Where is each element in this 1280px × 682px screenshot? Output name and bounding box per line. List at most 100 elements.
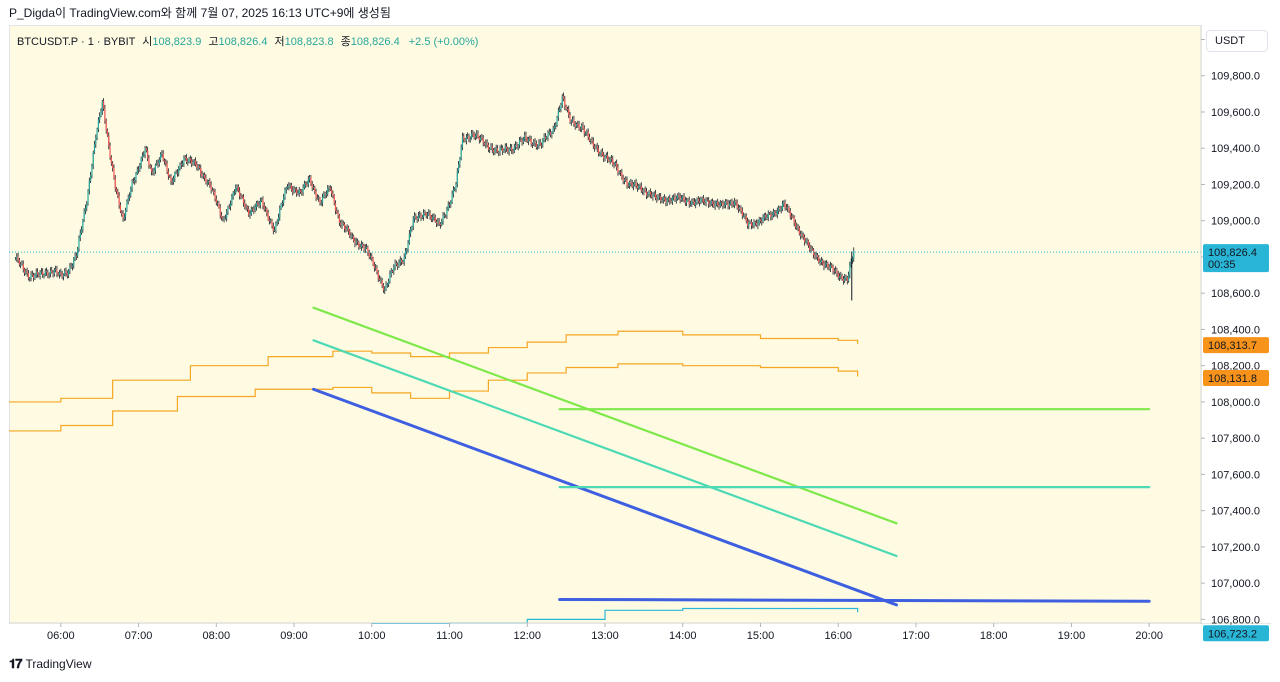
candle-body — [794, 222, 797, 228]
candle-body — [96, 129, 98, 138]
candle-body — [261, 199, 263, 201]
candle-body — [504, 146, 506, 151]
candle-body — [299, 189, 302, 192]
candle-body — [336, 210, 338, 213]
orange-upper-tag: 108,313.7 — [1208, 340, 1257, 352]
candle-body — [113, 168, 115, 179]
candle-body — [362, 244, 364, 246]
candle-body — [689, 204, 692, 205]
candle-body — [144, 148, 146, 155]
candle-body — [772, 211, 775, 216]
candle-body — [684, 200, 686, 203]
candle-body — [131, 181, 133, 189]
symbol-name[interactable]: BTCUSDT.P · 1 · BYBIT — [17, 36, 136, 48]
candle-body — [121, 211, 123, 214]
candle-body — [400, 259, 403, 263]
candle-body — [325, 193, 328, 196]
candle-body — [802, 234, 804, 238]
candle-body — [345, 229, 347, 230]
candle-body — [22, 263, 24, 270]
candles-layer — [14, 92, 855, 301]
candle-body — [308, 177, 311, 180]
candle-body — [763, 214, 765, 218]
candle-body — [575, 123, 578, 127]
candle-body — [137, 169, 140, 171]
candle-body — [692, 200, 694, 202]
candle-body — [701, 198, 703, 200]
candle-body — [464, 139, 466, 141]
candle-body — [649, 191, 651, 195]
price-chart[interactable]: 110,000.0109,800.0109,600.0109,400.0109,… — [9, 25, 1271, 649]
candle-body — [851, 258, 854, 261]
candle-body — [166, 163, 168, 172]
candle-body — [285, 188, 287, 191]
candle-body — [349, 231, 351, 237]
candle-body — [579, 128, 581, 130]
candle-body — [99, 115, 101, 120]
candle-body — [259, 200, 261, 206]
candle-body — [454, 189, 456, 191]
candle-body — [58, 272, 61, 276]
candle-body — [279, 208, 281, 218]
candle-body — [328, 187, 330, 189]
candle-body — [29, 278, 31, 279]
candle-body — [731, 201, 733, 205]
candle-body — [758, 219, 760, 224]
candle-body — [660, 196, 662, 201]
candle-body — [727, 203, 729, 207]
candle-body — [524, 135, 526, 139]
low-label: 저 — [274, 36, 285, 48]
candle-body — [515, 144, 517, 147]
candle-body — [478, 137, 480, 140]
candle-body — [665, 199, 667, 204]
currency-unit-button[interactable]: USDT — [1206, 30, 1268, 52]
cyan-line-tag: 106,723.2 — [1208, 628, 1257, 640]
candle-body — [640, 185, 642, 191]
candle-body — [34, 274, 36, 278]
candle-body — [329, 187, 331, 190]
candle-body — [616, 162, 618, 168]
candle-body — [713, 203, 715, 207]
candle-body — [468, 136, 470, 140]
candle-body — [145, 148, 147, 151]
candle-body — [342, 222, 344, 225]
candle-body — [182, 163, 184, 166]
candle-body — [407, 242, 409, 250]
candle-body — [289, 184, 291, 186]
candle-body — [298, 189, 300, 194]
candle-body — [152, 171, 154, 173]
candle-body — [191, 160, 193, 164]
candle-body — [423, 212, 425, 218]
candle-body — [397, 264, 399, 267]
candle-body — [745, 215, 747, 222]
candle-body — [625, 179, 627, 181]
candle-body — [42, 271, 44, 276]
candle-body — [776, 211, 778, 216]
candle-body — [310, 177, 312, 185]
high-value: 108,826.4 — [218, 36, 268, 48]
candle-body — [613, 164, 615, 166]
candle-body — [450, 201, 452, 205]
candle-body — [101, 101, 103, 112]
candle-body — [513, 146, 515, 152]
candle-body — [281, 203, 283, 205]
candle-body — [184, 157, 186, 159]
candle-body — [435, 221, 438, 224]
tradingview-logo-icon: 𝟏𝟕 — [9, 656, 23, 671]
candle-body — [837, 273, 839, 278]
footer-brand: 𝟏𝟕 TradingView — [9, 656, 92, 672]
candle-body — [343, 224, 346, 230]
candle-body — [652, 194, 654, 198]
candle-body — [438, 221, 440, 224]
candle-body — [557, 110, 559, 118]
price-label-layer: 108,826.400:35 108,313.7 108,131.8 106,723.… — [1203, 244, 1269, 642]
candle-body — [781, 203, 784, 210]
candle-body — [836, 269, 838, 274]
candle-body — [748, 222, 750, 226]
candle-body — [424, 212, 426, 214]
candle-body — [68, 270, 70, 276]
candle-body — [26, 271, 28, 273]
candle-body — [679, 196, 681, 201]
x-tick-label: 07:00 — [125, 630, 153, 642]
candle-body — [62, 274, 65, 277]
